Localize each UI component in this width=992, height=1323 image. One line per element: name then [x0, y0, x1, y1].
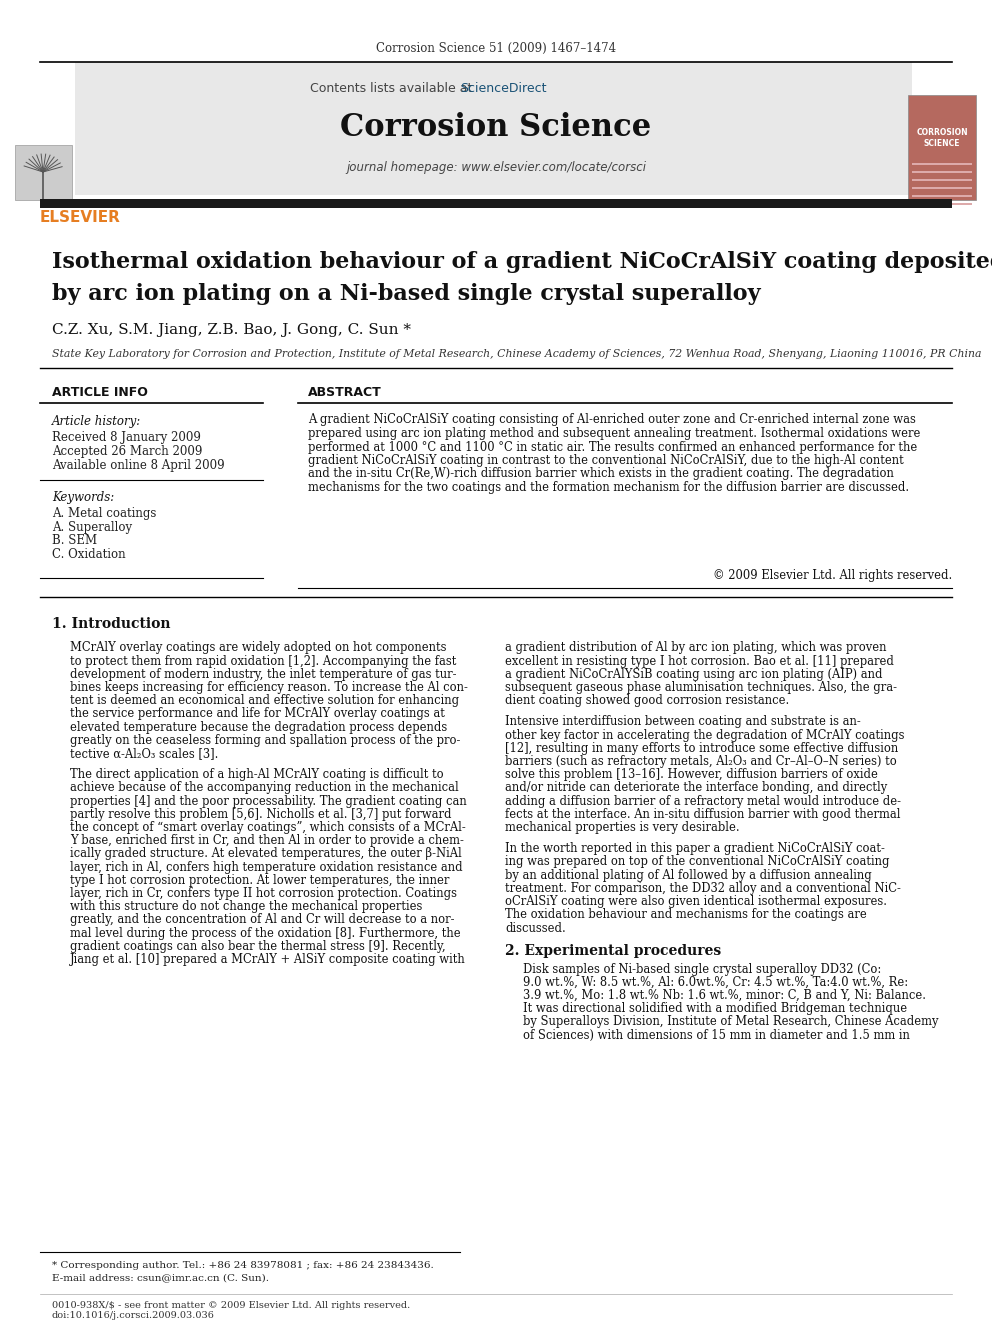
Text: The direct application of a high-Al MCrAlY coating is difficult to: The direct application of a high-Al MCrA… — [70, 769, 443, 782]
Text: solve this problem [13–16]. However, diffusion barriers of oxide: solve this problem [13–16]. However, dif… — [505, 769, 878, 782]
Text: ELSEVIER: ELSEVIER — [40, 210, 121, 225]
Text: development of modern industry, the inlet temperature of gas tur-: development of modern industry, the inle… — [70, 668, 456, 681]
Text: ScienceDirect: ScienceDirect — [460, 82, 547, 94]
Text: the concept of “smart overlay coatings”, which consists of a MCrAl-: the concept of “smart overlay coatings”,… — [70, 822, 466, 833]
Text: ically graded structure. At elevated temperatures, the outer β-NiAl: ically graded structure. At elevated tem… — [70, 848, 461, 860]
Text: MCrAlY overlay coatings are widely adopted on hot components: MCrAlY overlay coatings are widely adopt… — [70, 642, 446, 655]
Bar — [912, 202, 972, 205]
Text: mechanisms for the two coatings and the formation mechanism for the diffusion ba: mechanisms for the two coatings and the … — [308, 482, 909, 493]
Text: a gradient NiCoCrAlYSiB coating using arc ion plating (AIP) and: a gradient NiCoCrAlYSiB coating using ar… — [505, 668, 883, 681]
Text: E-mail address: csun@imr.ac.cn (C. Sun).: E-mail address: csun@imr.ac.cn (C. Sun). — [52, 1274, 269, 1282]
Text: A. Metal coatings: A. Metal coatings — [52, 507, 157, 520]
Text: ing was prepared on top of the conventional NiCoCrAlSiY coating: ing was prepared on top of the conventio… — [505, 856, 890, 868]
Text: Corrosion Science: Corrosion Science — [340, 112, 652, 143]
Text: tective α-Al₂O₃ scales [3].: tective α-Al₂O₃ scales [3]. — [70, 747, 218, 761]
Text: A gradient NiCoCrAlSiY coating consisting of Al-enriched outer zone and Cr-enric: A gradient NiCoCrAlSiY coating consistin… — [308, 414, 916, 426]
Text: performed at 1000 °C and 1100 °C in static air. The results confirmed an enhance: performed at 1000 °C and 1100 °C in stat… — [308, 441, 918, 454]
Bar — [40, 198, 952, 208]
Text: C.Z. Xu, S.M. Jiang, Z.B. Bao, J. Gong, C. Sun *: C.Z. Xu, S.M. Jiang, Z.B. Bao, J. Gong, … — [52, 323, 411, 337]
Text: Corrosion Science 51 (2009) 1467–1474: Corrosion Science 51 (2009) 1467–1474 — [376, 41, 616, 54]
Text: treatment. For comparison, the DD32 alloy and a conventional NiC-: treatment. For comparison, the DD32 allo… — [505, 882, 901, 894]
Bar — [912, 187, 972, 189]
Text: B. SEM: B. SEM — [52, 534, 97, 548]
Text: prepared using arc ion plating method and subsequent annealing treatment. Isothe: prepared using arc ion plating method an… — [308, 427, 921, 441]
Text: 1. Introduction: 1. Introduction — [52, 617, 171, 631]
Text: dient coating showed good corrosion resistance.: dient coating showed good corrosion resi… — [505, 695, 790, 708]
Bar — [15, 146, 72, 200]
Text: barriers (such as refractory metals, Al₂O₃ and Cr–Al–O–N series) to: barriers (such as refractory metals, Al₂… — [505, 755, 897, 769]
Text: 9.0 wt.%, W: 8.5 wt.%, Al: 6.0wt.%, Cr: 4.5 wt.%, Ta:4.0 wt.%, Re:: 9.0 wt.%, W: 8.5 wt.%, Al: 6.0wt.%, Cr: … — [523, 976, 908, 988]
Bar — [75, 62, 912, 194]
Text: the service performance and life for MCrAlY overlay coatings at: the service performance and life for MCr… — [70, 708, 444, 721]
Text: CORROSION
SCIENCE: CORROSION SCIENCE — [917, 127, 968, 148]
Text: mechanical properties is very desirable.: mechanical properties is very desirable. — [505, 822, 740, 833]
Text: In the worth reported in this paper a gradient NiCoCrAlSiY coat-: In the worth reported in this paper a gr… — [505, 843, 885, 855]
Text: Y base, enriched first in Cr, and then Al in order to provide a chem-: Y base, enriched first in Cr, and then A… — [70, 835, 464, 847]
Text: journal homepage: www.elsevier.com/locate/corsci: journal homepage: www.elsevier.com/locat… — [346, 161, 646, 175]
Text: by Superalloys Division, Institute of Metal Research, Chinese Academy: by Superalloys Division, Institute of Me… — [523, 1016, 938, 1028]
Text: with this structure do not change the mechanical properties: with this structure do not change the me… — [70, 900, 423, 913]
Text: A. Superalloy: A. Superalloy — [52, 520, 132, 533]
Text: of Sciences) with dimensions of 15 mm in diameter and 1.5 mm in: of Sciences) with dimensions of 15 mm in… — [523, 1029, 910, 1041]
Text: other key factor in accelerating the degradation of MCrAlY coatings: other key factor in accelerating the deg… — [505, 729, 905, 742]
Text: partly resolve this problem [5,6]. Nicholls et al. [3,7] put forward: partly resolve this problem [5,6]. Nicho… — [70, 808, 451, 820]
Text: tent is deemed an economical and effective solution for enhancing: tent is deemed an economical and effecti… — [70, 695, 459, 708]
Text: Available online 8 April 2009: Available online 8 April 2009 — [52, 459, 224, 471]
Bar — [912, 179, 972, 181]
Text: [12], resulting in many efforts to introduce some effective diffusion: [12], resulting in many efforts to intro… — [505, 742, 898, 755]
Text: greatly, and the concentration of Al and Cr will decrease to a nor-: greatly, and the concentration of Al and… — [70, 913, 454, 926]
Text: 0010-938X/$ - see front matter © 2009 Elsevier Ltd. All rights reserved.: 0010-938X/$ - see front matter © 2009 El… — [52, 1301, 411, 1310]
Text: elevated temperature because the degradation process depends: elevated temperature because the degrada… — [70, 721, 447, 734]
Bar — [912, 163, 972, 165]
Text: fects at the interface. An in-situ diffusion barrier with good thermal: fects at the interface. An in-situ diffu… — [505, 808, 901, 820]
Text: discussed.: discussed. — [505, 922, 565, 934]
Text: excellent in resisting type I hot corrosion. Bao et al. [11] prepared: excellent in resisting type I hot corros… — [505, 655, 894, 668]
Bar — [912, 194, 972, 197]
Text: subsequent gaseous phase aluminisation techniques. Also, the gra-: subsequent gaseous phase aluminisation t… — [505, 681, 897, 695]
Text: Keywords:: Keywords: — [52, 492, 114, 504]
Text: Accepted 26 March 2009: Accepted 26 March 2009 — [52, 445, 202, 458]
Text: ARTICLE INFO: ARTICLE INFO — [52, 386, 148, 400]
Text: © 2009 Elsevier Ltd. All rights reserved.: © 2009 Elsevier Ltd. All rights reserved… — [712, 569, 952, 582]
Text: C. Oxidation: C. Oxidation — [52, 549, 126, 561]
Text: The oxidation behaviour and mechanisms for the coatings are: The oxidation behaviour and mechanisms f… — [505, 909, 867, 921]
Text: greatly on the ceaseless forming and spallation process of the pro-: greatly on the ceaseless forming and spa… — [70, 734, 460, 747]
Text: type I hot corrosion protection. At lower temperatures, the inner: type I hot corrosion protection. At lowe… — [70, 875, 449, 886]
Bar — [908, 95, 976, 200]
Text: 3.9 wt.%, Mo: 1.8 wt.% Nb: 1.6 wt.%, minor: C, B and Y, Ni: Balance.: 3.9 wt.%, Mo: 1.8 wt.% Nb: 1.6 wt.%, min… — [523, 990, 926, 1002]
Text: by an additional plating of Al followed by a diffusion annealing: by an additional plating of Al followed … — [505, 869, 872, 881]
Text: ABSTRACT: ABSTRACT — [308, 386, 382, 400]
Text: and the in-situ Cr(Re,W)-rich diffusion barrier which exists in the gradient coa: and the in-situ Cr(Re,W)-rich diffusion … — [308, 467, 894, 480]
Text: to protect them from rapid oxidation [1,2]. Accompanying the fast: to protect them from rapid oxidation [1,… — [70, 655, 456, 668]
Text: 2. Experimental procedures: 2. Experimental procedures — [505, 945, 721, 958]
Text: by arc ion plating on a Ni-based single crystal superalloy: by arc ion plating on a Ni-based single … — [52, 283, 761, 306]
Text: State Key Laboratory for Corrosion and Protection, Institute of Metal Research, : State Key Laboratory for Corrosion and P… — [52, 349, 981, 359]
Text: and/or nitride can deteriorate the interface bonding, and directly: and/or nitride can deteriorate the inter… — [505, 782, 887, 795]
Text: It was directional solidified with a modified Bridgeman technique: It was directional solidified with a mod… — [523, 1003, 907, 1015]
Text: oCrAlSiY coating were also given identical isothermal exposures.: oCrAlSiY coating were also given identic… — [505, 896, 887, 908]
Text: gradient NiCoCrAlSiY coating in contrast to the conventional NiCoCrAlSiY, due to: gradient NiCoCrAlSiY coating in contrast… — [308, 454, 904, 467]
Text: Contents lists available at: Contents lists available at — [310, 82, 476, 94]
Text: Article history:: Article history: — [52, 415, 141, 429]
Text: achieve because of the accompanying reduction in the mechanical: achieve because of the accompanying redu… — [70, 782, 458, 795]
Text: Disk samples of Ni-based single crystal superalloy DD32 (Co:: Disk samples of Ni-based single crystal … — [523, 963, 881, 975]
Text: properties [4] and the poor processability. The gradient coating can: properties [4] and the poor processabili… — [70, 795, 467, 808]
Text: doi:10.1016/j.corsci.2009.03.036: doi:10.1016/j.corsci.2009.03.036 — [52, 1311, 215, 1320]
Text: layer, rich in Al, confers high temperature oxidation resistance and: layer, rich in Al, confers high temperat… — [70, 861, 462, 873]
Text: mal level during the process of the oxidation [8]. Furthermore, the: mal level during the process of the oxid… — [70, 926, 460, 939]
Text: Isothermal oxidation behaviour of a gradient NiCoCrAlSiY coating deposited: Isothermal oxidation behaviour of a grad… — [52, 251, 992, 273]
Text: layer, rich in Cr, confers type II hot corrosion protection. Coatings: layer, rich in Cr, confers type II hot c… — [70, 888, 457, 900]
Text: Jiang et al. [10] prepared a MCrAlY + AlSiY composite coating with: Jiang et al. [10] prepared a MCrAlY + Al… — [70, 953, 466, 966]
Text: * Corresponding author. Tel.: +86 24 83978081 ; fax: +86 24 23843436.: * Corresponding author. Tel.: +86 24 839… — [52, 1261, 434, 1270]
Text: bines keeps increasing for efficiency reason. To increase the Al con-: bines keeps increasing for efficiency re… — [70, 681, 468, 695]
Text: adding a diffusion barrier of a refractory metal would introduce de-: adding a diffusion barrier of a refracto… — [505, 795, 901, 808]
Text: gradient coatings can also bear the thermal stress [9]. Recently,: gradient coatings can also bear the ther… — [70, 939, 445, 953]
Text: Intensive interdiffusion between coating and substrate is an-: Intensive interdiffusion between coating… — [505, 716, 861, 729]
Bar — [912, 171, 972, 173]
Text: a gradient distribution of Al by arc ion plating, which was proven: a gradient distribution of Al by arc ion… — [505, 642, 887, 655]
Text: Received 8 January 2009: Received 8 January 2009 — [52, 430, 200, 443]
